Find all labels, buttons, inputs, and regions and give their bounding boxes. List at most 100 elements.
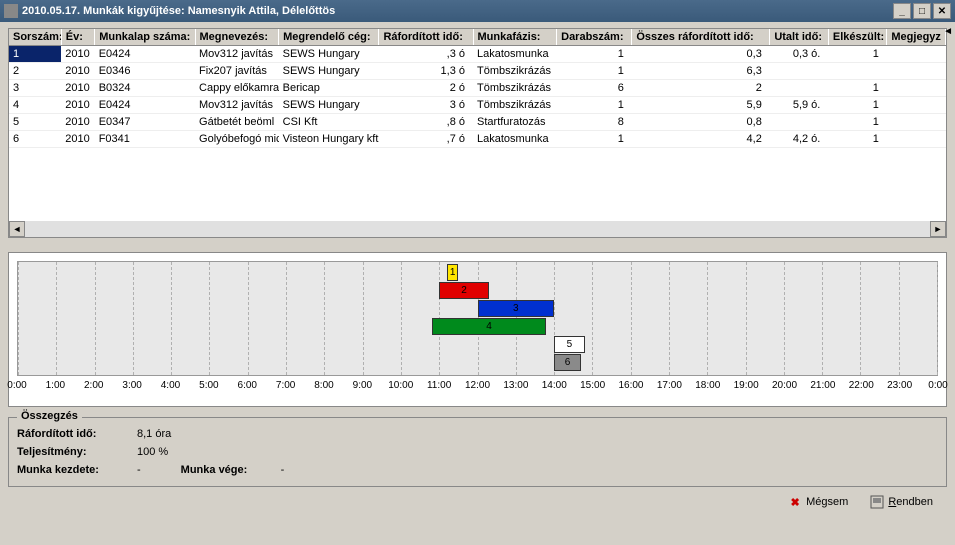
- time-tick: 8:00: [314, 380, 333, 391]
- table-cell: [887, 131, 946, 148]
- column-header[interactable]: Munkalap száma:: [95, 29, 195, 46]
- table-cell: Mov312 javítás: [195, 46, 279, 63]
- table-cell: Tömbszikrázás: [473, 97, 557, 114]
- table-cell: Lakatosmunka: [473, 131, 557, 148]
- work-end-value: -: [281, 464, 285, 476]
- table-cell: [887, 63, 946, 80]
- table-cell: [887, 97, 946, 114]
- time-tick: 19:00: [734, 380, 759, 391]
- table-row[interactable]: 22010E0346Fix207 javításSEWS Hungary1,3 …: [9, 63, 946, 80]
- time-tick: 17:00: [657, 380, 682, 391]
- summary-label: Teljesítmény:: [17, 446, 137, 458]
- time-tick: 6:00: [238, 380, 257, 391]
- summary-box: Összegzés Ráfordított idő: 8,1 óra Telje…: [8, 417, 947, 487]
- table-cell: 2010: [61, 80, 94, 97]
- table-cell: 2010: [61, 114, 94, 131]
- horizontal-scrollbar[interactable]: ◄ ►: [9, 221, 946, 237]
- column-header[interactable]: Elkészült:: [828, 29, 887, 46]
- table-cell: 5: [9, 114, 61, 131]
- ok-icon: [870, 495, 884, 509]
- time-tick: 9:00: [353, 380, 372, 391]
- table-cell: 1: [828, 131, 887, 148]
- table-cell: ,3 ó: [379, 46, 473, 63]
- table-cell: Gátbetét beöml: [195, 114, 279, 131]
- table-cell: [887, 46, 946, 63]
- time-tick: 16:00: [618, 380, 643, 391]
- time-tick: 11:00: [427, 380, 451, 391]
- table-row[interactable]: 52010E0347Gátbetét beömlCSI Kft,8 óStart…: [9, 114, 946, 131]
- table-cell: 1: [828, 114, 887, 131]
- column-header[interactable]: Megrendelő cég:: [279, 29, 379, 46]
- column-header[interactable]: Év:: [61, 29, 94, 46]
- time-tick: 21:00: [810, 380, 835, 391]
- gantt-bar[interactable]: 2: [439, 282, 489, 299]
- table-cell: 2010: [61, 63, 94, 80]
- gantt-bar[interactable]: 3: [478, 300, 555, 317]
- time-tick: 1:00: [46, 380, 65, 391]
- table-row[interactable]: 42010E0424Mov312 javításSEWS Hungary3 óT…: [9, 97, 946, 114]
- minimize-button[interactable]: _: [893, 3, 911, 19]
- cancel-icon: ✖: [788, 495, 802, 509]
- gantt-bar[interactable]: 1: [447, 264, 458, 281]
- column-header[interactable]: Utalt idő:: [770, 29, 829, 46]
- column-header[interactable]: Megjegyz: [887, 29, 946, 46]
- time-tick: 18:00: [695, 380, 720, 391]
- time-tick: 12:00: [465, 380, 490, 391]
- column-header[interactable]: Darabszám:: [557, 29, 632, 46]
- table-cell: [828, 63, 887, 80]
- window-title: 2010.05.17. Munkák kigyűjtése: Namesnyik…: [22, 5, 335, 17]
- table-row[interactable]: 12010E0424Mov312 javításSEWS Hungary,3 ó…: [9, 46, 946, 63]
- table-cell: 1: [828, 97, 887, 114]
- table-cell: Tömbszikrázás: [473, 80, 557, 97]
- ok-button[interactable]: Rendben: [864, 493, 939, 511]
- gantt-chart: 123456 0:001:002:003:004:005:006:007:008…: [8, 252, 947, 407]
- time-tick: 14:00: [542, 380, 567, 391]
- column-header[interactable]: Munkafázis:: [473, 29, 557, 46]
- time-tick: 10:00: [388, 380, 413, 391]
- cancel-label: Mégsem: [806, 496, 848, 508]
- time-tick: 7:00: [276, 380, 295, 391]
- table-cell: E0346: [95, 63, 195, 80]
- table-row[interactable]: 62010F0341Golyóbefogó micVisteon Hungary…: [9, 131, 946, 148]
- column-header[interactable]: Sorszám:: [9, 29, 61, 46]
- work-end-label: Munka vége:: [181, 464, 281, 476]
- table-cell: Golyóbefogó mic: [195, 131, 279, 148]
- work-table: Sorszám:Év:Munkalap száma:Megnevezés:Meg…: [8, 28, 947, 238]
- summary-value: 100 %: [137, 446, 168, 458]
- table-cell: Fix207 javítás: [195, 63, 279, 80]
- table-cell: 1: [828, 80, 887, 97]
- ok-label: Rendben: [888, 496, 933, 508]
- table-cell: 3 ó: [379, 97, 473, 114]
- table-cell: F0341: [95, 131, 195, 148]
- close-button[interactable]: ✕: [933, 3, 951, 19]
- maximize-button[interactable]: □: [913, 3, 931, 19]
- table-cell: 1: [9, 46, 61, 63]
- scroll-right-button[interactable]: ►: [930, 221, 946, 237]
- table-cell: SEWS Hungary: [279, 97, 379, 114]
- summary-label: Ráfordított idő:: [17, 428, 137, 440]
- table-cell: SEWS Hungary: [279, 46, 379, 63]
- column-header[interactable]: Megnevezés:: [195, 29, 279, 46]
- table-cell: 2010: [61, 46, 94, 63]
- time-tick: 5:00: [199, 380, 218, 391]
- table-cell: [770, 114, 829, 131]
- table-row[interactable]: 32010B0324Cappy előkamraBericap2 óTömbsz…: [9, 80, 946, 97]
- cancel-button[interactable]: ✖ Mégsem: [782, 493, 854, 511]
- table-cell: [770, 63, 829, 80]
- table-cell: ,8 ó: [379, 114, 473, 131]
- gantt-bar[interactable]: 5: [554, 336, 585, 353]
- gantt-bar[interactable]: 6: [554, 354, 581, 371]
- table-cell: Startfuratozás: [473, 114, 557, 131]
- gantt-bar[interactable]: 4: [432, 318, 547, 335]
- column-header[interactable]: Ráfordított idő:: [379, 29, 473, 46]
- scroll-left-button[interactable]: ◄: [9, 221, 25, 237]
- collapse-arrow-icon[interactable]: ◄: [943, 26, 953, 37]
- table-cell: 4: [9, 97, 61, 114]
- table-cell: Mov312 javítás: [195, 97, 279, 114]
- table-cell: 3: [9, 80, 61, 97]
- table-cell: 1: [828, 46, 887, 63]
- table-cell: Tömbszikrázás: [473, 63, 557, 80]
- column-header[interactable]: Összes ráfordított idő:: [632, 29, 770, 46]
- table-cell: 2: [9, 63, 61, 80]
- time-tick: 0:00: [928, 380, 947, 391]
